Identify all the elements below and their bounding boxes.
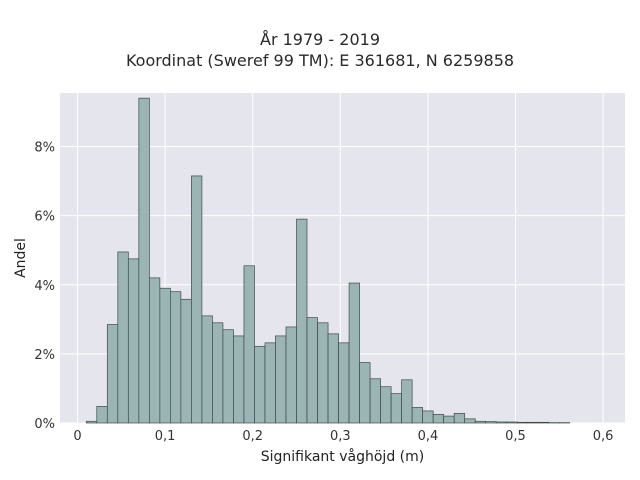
histogram-bar	[537, 421, 550, 424]
histogram-bar	[201, 315, 213, 424]
histogram-bar	[348, 282, 360, 424]
y-tick-label: 4%	[34, 279, 55, 294]
histogram-bar	[474, 420, 487, 424]
histogram-bar	[222, 329, 234, 424]
histogram-bar	[275, 335, 287, 424]
chart-subtitle: Koordinat (Sweref 99 TM): E 361681, N 62…	[125, 51, 515, 70]
histogram-bar	[359, 362, 371, 424]
histogram-bar	[327, 333, 339, 424]
y-tick-label: 8%	[34, 141, 55, 156]
histogram-bar	[317, 322, 329, 424]
histogram-bar	[453, 412, 466, 424]
y-axis-label: Andel	[13, 238, 29, 278]
y-tick-label: 0%	[34, 417, 55, 432]
histogram-bar	[170, 291, 182, 424]
histogram-bar	[159, 287, 171, 424]
histogram-bar	[285, 326, 297, 424]
ticks: 0 0,1 0,2 0,3 0,4 0,5 0,6 0% 2% 4% 6% 8%	[34, 141, 613, 444]
y-tick-label: 2%	[34, 348, 55, 363]
bars	[85, 97, 571, 424]
x-tick-label: 0,5	[505, 429, 526, 444]
x-tick-label: 0	[73, 429, 81, 444]
histogram-bar	[233, 335, 245, 424]
histogram-bar	[127, 258, 140, 424]
histogram-bar	[527, 421, 539, 424]
histogram-bar	[117, 251, 129, 424]
histogram-bar	[390, 393, 402, 424]
histogram-bar	[485, 421, 497, 424]
x-tick-label: 0,1	[155, 429, 176, 444]
histogram-bar	[106, 324, 119, 424]
histogram-bar	[369, 378, 381, 424]
histogram-bar	[495, 421, 508, 424]
histogram-bar	[96, 406, 108, 424]
chart-title: År 1979 - 2019	[260, 30, 380, 49]
y-tick-label: 6%	[34, 210, 55, 225]
x-tick-label: 0,6	[593, 429, 614, 444]
histogram-bar	[401, 379, 413, 424]
histogram-bar	[243, 265, 255, 424]
histogram-bar	[85, 420, 98, 424]
x-tick-label: 0,2	[242, 429, 263, 444]
histogram-bar	[422, 410, 434, 424]
x-tick-label: 0,4	[418, 429, 439, 444]
histogram-bar	[191, 175, 203, 424]
histogram-bar	[432, 414, 445, 424]
histogram-bar	[148, 277, 161, 424]
histogram-bar	[138, 97, 150, 424]
histogram-bar	[180, 298, 192, 424]
histogram-bar	[516, 421, 529, 424]
histogram-bar	[380, 386, 392, 424]
x-axis-label: Signifikant våghöjd (m)	[261, 448, 424, 465]
histogram-bar	[212, 322, 224, 424]
histogram-bar	[254, 345, 266, 424]
histogram-bar	[443, 415, 455, 424]
histogram-bar	[506, 421, 518, 424]
histogram-bar	[306, 317, 318, 424]
x-tick-label: 0,3	[330, 429, 351, 444]
histogram-bar	[296, 218, 308, 424]
histogram-bar	[411, 407, 424, 424]
histogram-bar	[464, 418, 476, 424]
histogram-bar	[338, 342, 350, 424]
histogram-bar	[264, 342, 276, 424]
